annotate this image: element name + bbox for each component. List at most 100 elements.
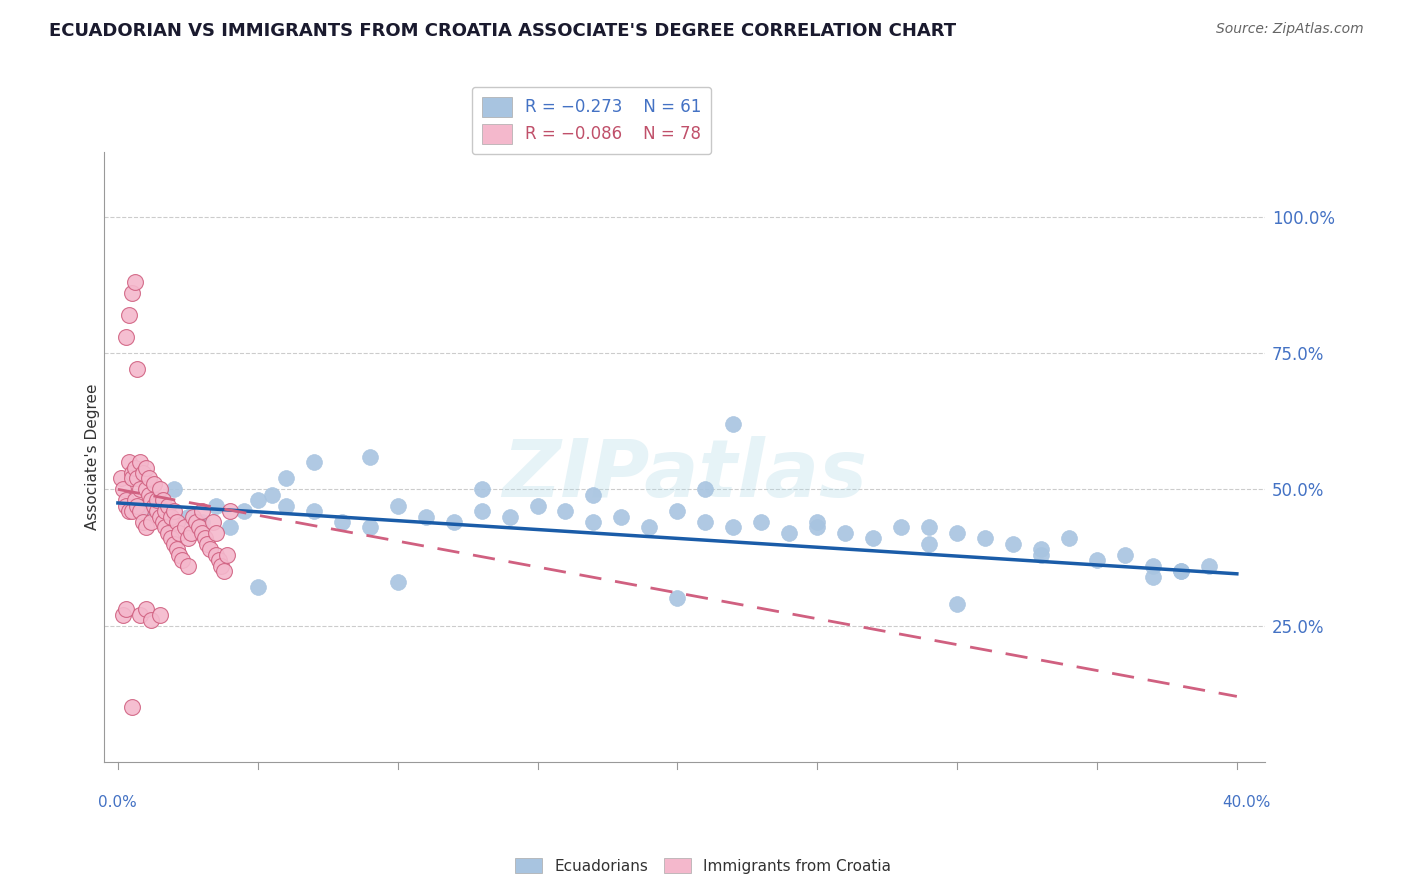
Point	[1002, 537, 1025, 551]
Point	[1170, 564, 1192, 578]
Point	[470, 504, 492, 518]
Text: Source: ZipAtlas.com: Source: ZipAtlas.com	[1216, 22, 1364, 37]
Point	[118, 308, 141, 322]
Point	[146, 504, 169, 518]
Point	[146, 493, 169, 508]
Text: ECUADORIAN VS IMMIGRANTS FROM CROATIA ASSOCIATE'S DEGREE CORRELATION CHART: ECUADORIAN VS IMMIGRANTS FROM CROATIA AS…	[49, 22, 956, 40]
Text: 0.0%: 0.0%	[98, 796, 136, 810]
Point	[1198, 558, 1220, 573]
Point	[129, 607, 152, 622]
Point	[160, 532, 183, 546]
Point	[141, 613, 163, 627]
Point	[946, 525, 969, 540]
Point	[723, 520, 745, 534]
Point	[177, 509, 200, 524]
Point	[1170, 564, 1192, 578]
Point	[141, 515, 163, 529]
Point	[188, 520, 211, 534]
Point	[302, 455, 325, 469]
Point	[1057, 532, 1080, 546]
Point	[666, 591, 689, 606]
Point	[359, 520, 381, 534]
Point	[200, 542, 222, 557]
Point	[127, 471, 149, 485]
Point	[201, 515, 224, 529]
Point	[115, 499, 138, 513]
Point	[330, 515, 353, 529]
Point	[121, 499, 143, 513]
Legend: R = −0.273    N = 61, R = −0.086    N = 78: R = −0.273 N = 61, R = −0.086 N = 78	[471, 87, 711, 154]
Point	[204, 548, 226, 562]
Point	[1142, 558, 1164, 573]
Point	[129, 483, 152, 497]
Point	[166, 542, 188, 557]
Point	[723, 417, 745, 431]
Point	[610, 509, 633, 524]
Point	[209, 558, 232, 573]
Legend: Ecuadorians, Immigrants from Croatia: Ecuadorians, Immigrants from Croatia	[509, 852, 897, 880]
Point	[246, 493, 269, 508]
Point	[124, 275, 146, 289]
Point	[160, 509, 183, 524]
Point	[163, 483, 186, 497]
Point	[152, 515, 174, 529]
Point	[155, 504, 177, 518]
Point	[163, 504, 186, 518]
Point	[155, 520, 177, 534]
Point	[121, 504, 143, 518]
Point	[806, 515, 828, 529]
Point	[127, 362, 149, 376]
Y-axis label: Associate's Degree: Associate's Degree	[86, 384, 100, 530]
Point	[918, 537, 941, 551]
Point	[749, 515, 772, 529]
Point	[138, 471, 160, 485]
Point	[110, 471, 132, 485]
Point	[215, 548, 238, 562]
Point	[132, 515, 155, 529]
Point	[127, 499, 149, 513]
Point	[666, 504, 689, 518]
Point	[415, 509, 437, 524]
Point	[695, 483, 717, 497]
Point	[143, 499, 166, 513]
Point	[212, 564, 235, 578]
Point	[132, 466, 155, 480]
Point	[443, 515, 465, 529]
Point	[124, 493, 146, 508]
Point	[387, 574, 409, 589]
Point	[204, 499, 226, 513]
Point	[121, 466, 143, 480]
Point	[232, 504, 254, 518]
Point	[498, 509, 520, 524]
Point	[121, 286, 143, 301]
Point	[169, 548, 191, 562]
Point	[115, 493, 138, 508]
Point	[302, 504, 325, 518]
Point	[135, 460, 157, 475]
Point	[862, 532, 884, 546]
Point	[180, 525, 202, 540]
Point	[218, 520, 240, 534]
Point	[387, 499, 409, 513]
Point	[359, 450, 381, 464]
Point	[582, 515, 605, 529]
Point	[582, 488, 605, 502]
Point	[169, 525, 191, 540]
Point	[177, 532, 200, 546]
Point	[135, 602, 157, 616]
Point	[112, 607, 135, 622]
Point	[834, 525, 856, 540]
Point	[1142, 569, 1164, 583]
Point	[274, 499, 297, 513]
Point	[1029, 542, 1052, 557]
Point	[115, 602, 138, 616]
Point	[470, 483, 492, 497]
Point	[806, 520, 828, 534]
Point	[124, 460, 146, 475]
Point	[554, 504, 576, 518]
Point	[1029, 548, 1052, 562]
Point	[143, 476, 166, 491]
Point	[191, 515, 214, 529]
Point	[274, 471, 297, 485]
Point	[149, 493, 172, 508]
